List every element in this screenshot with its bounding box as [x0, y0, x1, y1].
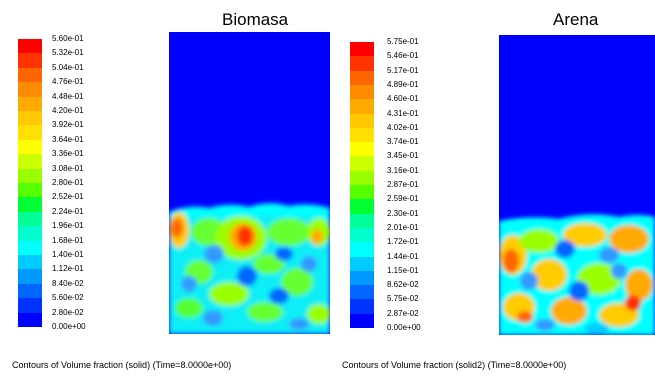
- color-scale-label: 2.24e-01: [52, 206, 84, 216]
- color-scale-swatch: [350, 84, 374, 100]
- color-scale-swatch: [18, 53, 42, 69]
- color-scale-label: 2.59e-01: [387, 194, 419, 204]
- contour-field-svg: [499, 35, 655, 335]
- color-scale-swatch: [18, 226, 42, 242]
- color-scale-label: 1.96e-01: [52, 221, 84, 231]
- color-scale-swatch: [350, 242, 374, 257]
- color-scale-swatch: [18, 211, 42, 227]
- color-scale-bar: [350, 42, 374, 329]
- color-scale-label: 8.62e-02: [387, 280, 419, 290]
- color-scale-label: 3.16e-01: [387, 165, 419, 175]
- color-scale-label: 2.80e-02: [52, 307, 84, 317]
- color-scale-bar: [18, 39, 42, 328]
- color-scale-label: 3.08e-01: [52, 163, 84, 173]
- color-scale-swatch: [350, 70, 374, 86]
- color-scale-label: 3.74e-01: [387, 137, 419, 147]
- color-scale-label: 4.48e-01: [52, 91, 84, 101]
- color-scale-swatch: [350, 227, 374, 243]
- color-scale-swatch: [350, 56, 374, 72]
- color-scale-swatch: [350, 156, 374, 172]
- panel-title: Arena: [553, 10, 599, 29]
- color-scale-swatch: [18, 312, 42, 328]
- color-scale-label: 5.17e-01: [387, 65, 419, 75]
- color-scale-label: 2.87e-02: [387, 308, 419, 318]
- color-scale-swatch: [350, 299, 374, 315]
- color-scale-swatch: [18, 183, 42, 198]
- color-scale-label: 2.87e-01: [387, 180, 419, 189]
- contour-panel-arena: Arena 5.75e-01 5.46e-01 5.17e-01 4.89e-01 4.…: [330, 0, 655, 376]
- color-scale-swatch: [350, 142, 374, 157]
- color-scale-swatch: [18, 125, 42, 141]
- color-scale-label: 2.30e-01: [387, 208, 419, 218]
- color-scale-swatch: [350, 256, 374, 272]
- color-scale-label: 4.89e-01: [387, 79, 419, 89]
- contour-plot: [499, 35, 655, 335]
- color-scale-label: 1.12e-01: [52, 264, 84, 274]
- color-scale-label: 0.00e+00: [387, 323, 421, 332]
- color-scale-labels: 5.60e-01 5.32e-01 5.04e-01 4.76e-01 4.48e-01…: [52, 35, 112, 331]
- color-scale-label: 1.72e-01: [387, 237, 419, 247]
- color-scale-label: 1.68e-01: [52, 235, 84, 245]
- color-scale-swatch: [350, 42, 374, 57]
- color-scale-label: 2.80e-01: [52, 178, 84, 187]
- color-scale-label: 4.02e-01: [387, 122, 419, 132]
- contour-plot: [169, 32, 330, 334]
- color-scale-label: 1.40e-01: [52, 250, 84, 259]
- color-scale-labels: 5.75e-01 5.46e-01 5.17e-01 4.89e-01 4.60e-01…: [387, 38, 447, 332]
- color-scale-swatch: [18, 283, 42, 299]
- color-scale-label: 5.75e-02: [387, 294, 419, 304]
- color-scale-label: 2.52e-01: [52, 192, 84, 202]
- color-scale-swatch: [18, 197, 42, 213]
- color-scale-label: 0.00e+00: [52, 322, 86, 331]
- color-scale-label: 3.36e-01: [52, 149, 84, 159]
- color-scale-label: 5.04e-01: [52, 62, 84, 72]
- contour-panel-biomasa: Biomasa 5.60e-01 5.32e-01 5.04e-01 4.76e-01…: [12, 10, 330, 370]
- color-scale-swatch: [18, 269, 42, 285]
- color-scale-label: 1.44e-01: [387, 251, 419, 261]
- color-scale-swatch: [18, 240, 42, 256]
- color-scale-label: 5.60e-02: [52, 293, 84, 303]
- panel-title: Biomasa: [222, 10, 289, 29]
- color-scale-swatch: [18, 168, 42, 184]
- color-scale-label: 4.31e-01: [387, 108, 419, 118]
- color-scale-swatch: [350, 213, 374, 229]
- color-scale-swatch: [18, 67, 42, 83]
- color-scale-swatch: [350, 285, 374, 300]
- color-scale-swatch: [350, 170, 374, 186]
- color-scale-swatch: [350, 270, 374, 286]
- color-scale-swatch: [18, 139, 42, 155]
- color-scale-swatch: [350, 185, 374, 200]
- color-scale-label: 4.60e-01: [387, 94, 419, 104]
- color-scale-swatch: [350, 113, 374, 129]
- color-scale-swatch: [18, 82, 42, 98]
- color-scale-label: 5.32e-01: [52, 48, 84, 58]
- color-scale-label: 5.75e-01: [387, 37, 419, 46]
- color-scale-label: 3.92e-01: [52, 120, 84, 130]
- color-scale-swatch: [18, 96, 42, 112]
- plot-caption: Contours of Volume fraction (solid) (Tim…: [12, 360, 232, 370]
- color-scale-label: 8.40e-02: [52, 278, 84, 288]
- color-scale-swatch: [18, 154, 42, 170]
- color-scale-swatch: [350, 199, 374, 215]
- color-scale-swatch: [18, 255, 42, 270]
- color-scale-swatch: [18, 111, 42, 126]
- color-scale-label: 1.15e-01: [387, 265, 419, 275]
- color-scale-label: 2.01e-01: [387, 222, 419, 232]
- plot-caption: Contours of Volume fraction (solid2) (Ti…: [342, 360, 567, 370]
- color-scale-label: 4.20e-01: [52, 106, 84, 115]
- color-scale-label: 3.45e-01: [387, 151, 419, 161]
- color-scale-label: 5.60e-01: [52, 34, 84, 43]
- color-scale-swatch: [18, 298, 42, 314]
- color-scale-label: 3.64e-01: [52, 134, 84, 144]
- color-scale-swatch: [350, 127, 374, 143]
- color-scale-swatch: [350, 99, 374, 114]
- color-scale-swatch: [350, 313, 374, 329]
- color-scale-swatch: [18, 39, 42, 54]
- contour-field-svg: [169, 32, 330, 334]
- color-scale-label: 5.46e-01: [387, 51, 419, 61]
- color-scale-label: 4.76e-01: [52, 77, 84, 87]
